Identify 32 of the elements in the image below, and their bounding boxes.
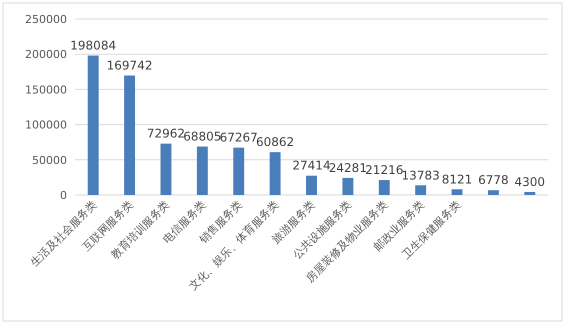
data-label: 60862 (256, 135, 294, 150)
y-tick-label: 200000 (25, 48, 67, 62)
data-label: 67267 (220, 130, 258, 145)
data-label: 4300 (514, 174, 546, 189)
bar (524, 192, 536, 195)
bar (233, 148, 244, 195)
data-label: 27414 (292, 158, 331, 173)
bar (342, 178, 354, 195)
bar (270, 152, 281, 195)
bar (196, 146, 208, 195)
bar (452, 189, 462, 195)
data-label: 13783 (402, 168, 440, 182)
y-tick-label: 250000 (25, 13, 67, 26)
data-label: 21216 (365, 163, 404, 178)
bar (124, 76, 136, 195)
bar (415, 185, 426, 195)
data-label: 68805 (183, 130, 222, 144)
data-label: 6778 (478, 173, 509, 188)
bar (88, 56, 99, 195)
y-tick-label: 100000 (25, 118, 67, 132)
bar (306, 176, 317, 195)
data-label: 8121 (442, 172, 472, 186)
y-tick-label: 50000 (32, 154, 67, 167)
bar (160, 144, 172, 195)
data-label: 169742 (106, 58, 152, 72)
data-label: 72962 (146, 126, 186, 141)
data-label: 24281 (328, 160, 367, 175)
bar (488, 190, 499, 195)
bar (378, 180, 390, 195)
data-label: 198084 (70, 38, 116, 53)
y-tick-label: 150000 (25, 83, 67, 96)
y-tick-label: 0 (60, 189, 67, 202)
